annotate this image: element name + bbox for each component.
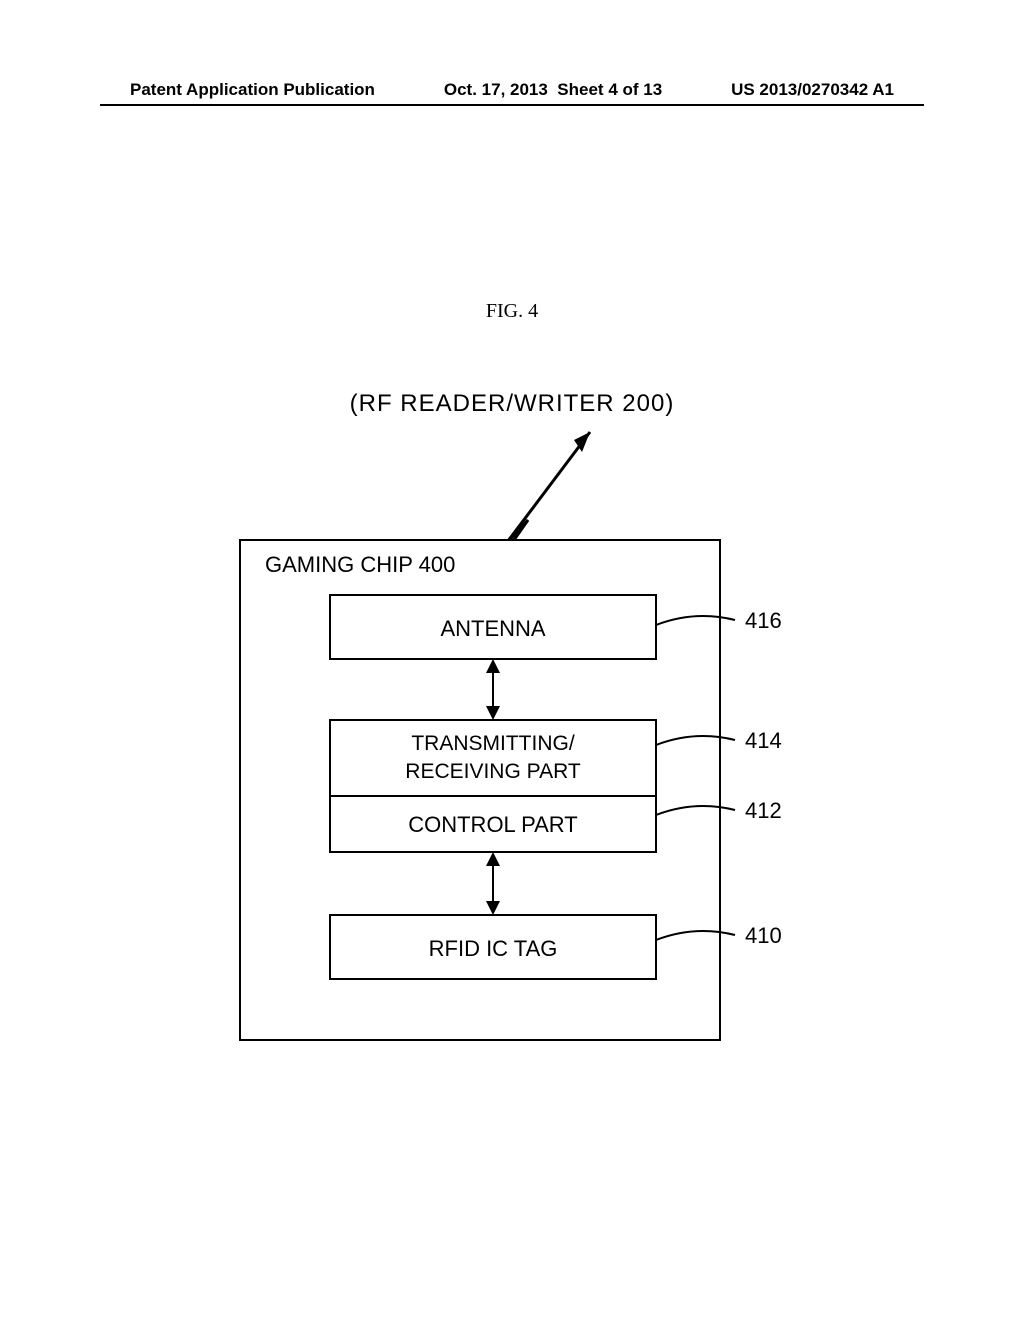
control-part-label: CONTROL PART — [408, 812, 578, 837]
ref-410: 410 — [745, 923, 782, 948]
ref-412: 412 — [745, 798, 782, 823]
txrx-label-line2: RECEIVING PART — [405, 760, 581, 783]
ref-416: 416 — [745, 608, 782, 633]
gaming-chip-label: GAMING CHIP 400 — [265, 552, 455, 577]
txrx-label-line1: TRANSMITTING/ — [411, 732, 574, 755]
ref-414: 414 — [745, 728, 782, 753]
rfid-tag-label: RFID IC TAG — [429, 936, 558, 961]
page: Patent Application Publication Oct. 17, … — [0, 0, 1024, 1320]
diagram-svg: GAMING CHIP 400 ANTENNA TRANSMITTING/ RE… — [0, 0, 1024, 1320]
antenna-label: ANTENNA — [440, 616, 545, 641]
